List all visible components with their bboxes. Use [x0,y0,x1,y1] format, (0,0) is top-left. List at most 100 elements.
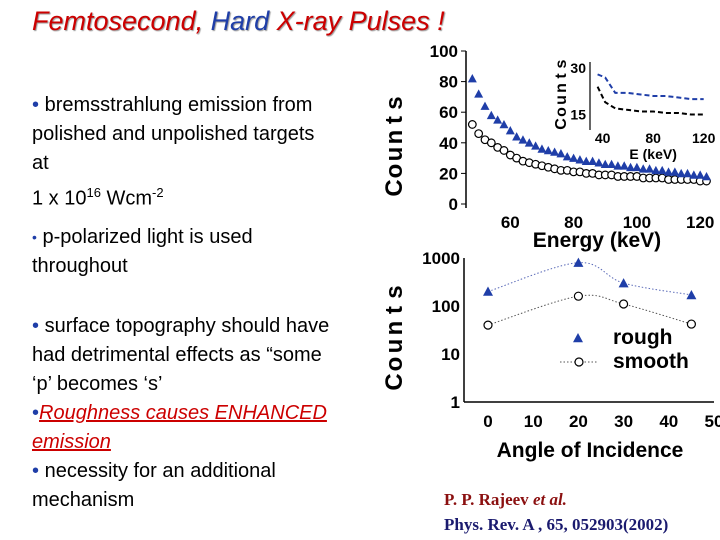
bullet-bremsstrahlung: • bremsstrahlung emission from polished … [32,91,392,214]
bullet-polarization: • p-polarized light is used throughout [32,223,392,281]
y-axis-title-letter: s [381,96,408,109]
data-point-unpolished [524,138,534,147]
data-point-unpolished [613,161,623,170]
bullet-text: throughout [32,255,128,277]
data-point-unpolished [638,164,648,173]
data-point-unpolished [512,132,522,141]
data-point-unpolished [600,159,610,169]
legend-marker-smooth [574,357,584,367]
bullet-dot: • [32,94,40,116]
data-point-unpolished [474,89,484,98]
data-point-unpolished [695,170,705,179]
x-tick-label: 120 [686,213,714,232]
y-tick-label: 0 [449,195,458,214]
bullet-text: at [32,152,49,174]
y-axis-title-letter: t [381,116,408,124]
data-point-smooth [573,291,584,301]
data-point-polished [467,120,477,129]
data-point-unpolished [594,158,604,167]
angle-x-tick-label: 0 [483,412,492,431]
bullet-text: mechanism [32,489,135,511]
data-point-unpolished [670,167,680,176]
reference-author-names: P. P. Rajeev [444,490,533,509]
bullet-dot: • [32,229,37,245]
inset-x-tick-label: 120 [692,130,716,146]
bullet-text: had detrimental effects as “some [32,344,322,366]
angle-y-axis-title-letter: C [381,373,408,390]
y-tick-label: 100 [430,42,458,61]
data-point-rough [483,286,493,296]
data-point-unpolished [619,161,629,170]
inset-y-axis-title-letter: n [553,83,570,93]
data-point-polished [486,138,496,148]
legend-label-rough: rough [613,326,672,349]
angle-y-tick-label: 10 [441,345,460,364]
angle-x-tick-label: 10 [524,412,543,431]
inset-y-axis-title-letter: u [553,95,570,105]
inset-series-polished [596,86,704,116]
angle-x-tick-label: 20 [569,412,588,431]
bullet-text: p-polarized light is used [42,226,253,248]
x-tick-label: 80 [564,213,583,232]
y-tick-label: 40 [439,134,458,153]
data-point-smooth [686,319,697,329]
data-point-unpolished [531,141,541,150]
title-rest: X-ray Pulses ! [269,6,445,36]
data-point-unpolished [645,164,655,173]
bullet-topography: • surface topography should have had det… [32,312,392,515]
bullet-dot: • [32,402,40,424]
inset-x-axis-title: E (keV) [629,146,676,162]
data-point-unpolished [575,155,585,164]
data-point-smooth [618,299,629,309]
x-axis-title: Energy (keV) [533,229,661,252]
reference-authors: P. P. Rajeev et al. [444,490,567,510]
inset-y-axis-title-letter: C [553,118,570,130]
slide-title: Femtosecond, Hard X-ray Pulses ! [32,6,445,37]
data-point-unpolished [537,144,547,153]
x-tick-label: 60 [501,213,520,232]
bullet-dot: • [32,315,40,337]
data-point-unpolished [562,152,572,161]
data-point-unpolished [702,171,712,181]
y-tick-label: 80 [439,73,458,92]
y-axis-title-letter: o [381,164,408,179]
angle-series-rough-line [487,262,692,296]
angle-x-tick-label: 40 [659,412,678,431]
inset-background [588,60,712,132]
angle-y-axis-title-letter: o [381,357,408,372]
inset-y-axis-title-letter: o [553,107,570,117]
data-point-unpolished [499,119,509,129]
data-point-unpolished [467,74,477,83]
bullet-text: polished and unpolished targets [32,123,315,145]
data-point-unpolished [550,147,560,156]
bullet-roughness: Roughness causes ENHANCED [39,402,327,424]
reference-journal: Phys. Rev. A , 65, 052903(2002) [444,515,669,534]
bullet-dot: • [32,460,40,482]
y-axis-title-letter: u [381,147,408,162]
data-point-polished [474,129,484,139]
data-point-unpolished [626,162,636,172]
bullet-text: necessity for an additional [44,460,276,482]
angle-x-tick-label: 30 [614,412,633,431]
y-axis-title-letter: C [381,179,408,196]
inset-y-axis-title-letter: t [553,73,570,79]
data-point-unpolished [689,170,699,179]
data-point-unpolished [505,126,515,135]
data-point-unpolished [651,165,661,175]
bullet-emission: emission [32,431,111,453]
bullet-text: bremsstrahlung emission from [44,94,313,116]
title-hard: Hard [210,6,270,36]
angle-x-axis-title: Angle of Incidence [497,439,684,462]
data-point-unpolished [480,101,490,110]
data-point-unpolished [556,149,566,158]
data-point-unpolished [486,110,496,120]
data-point-rough [686,289,697,300]
data-point-rough [618,278,629,288]
inset-x-tick-label: 40 [595,130,611,146]
angle-y-tick-label: 1000 [422,249,460,268]
intensity-exponent: 16 [86,185,101,200]
data-point-smooth [483,320,493,330]
